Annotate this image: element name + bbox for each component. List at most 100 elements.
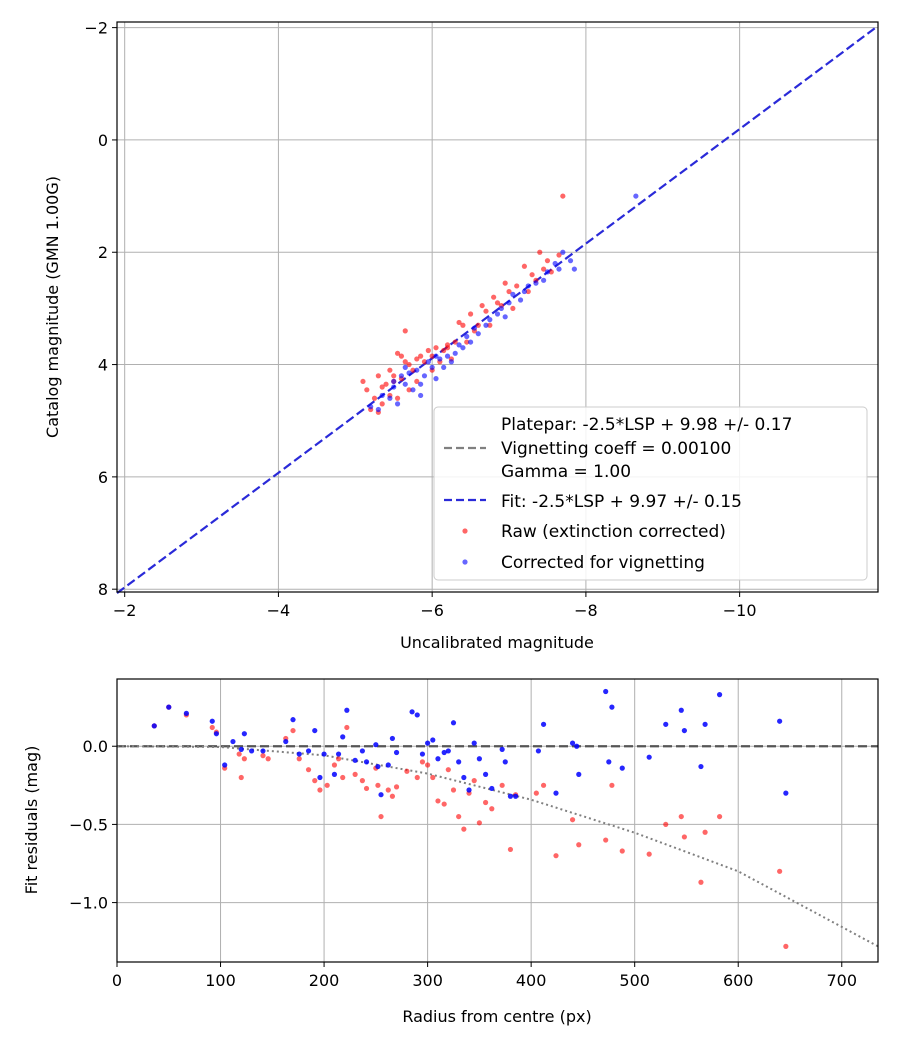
bottom-ticks: 0 100 200 300 400 500 600 700 0.0 −0.5 −1.0 [69,737,857,990]
residual-corrected-point [445,748,451,754]
raw-point [371,395,378,401]
raw-point [410,367,416,373]
raw-point [406,361,412,368]
residual-raw-point [476,820,482,826]
residual-corrected-point [502,759,508,765]
raw-point [541,266,547,272]
residual-corrected-point [466,787,472,793]
top-y-tick-label: 4 [98,356,108,375]
corrected-point [410,387,416,393]
bottom-x-tick-label: 700 [826,971,857,990]
residual-corrected-point [482,771,489,777]
corrected-point [460,345,466,351]
residual-raw-point [389,793,396,799]
residual-corrected-point [553,790,559,796]
bottom-x-tick-label: 400 [516,971,547,990]
raw-point [475,322,481,328]
raw-point [360,378,366,385]
residual-raw-point [646,851,652,857]
corrected-point [506,300,512,306]
corrected-point [541,277,547,283]
residual-corrected-point [260,748,266,754]
bottom-x-tick-label: 600 [723,971,754,990]
bottom-y-tick-label: −1.0 [69,894,108,913]
top-ticks: −2 −4 −6 −8 −10 −2 0 2 4 6 8 [84,19,756,620]
corrected-point [483,322,489,328]
residual-corrected-point [385,762,391,768]
raw-point [506,288,512,295]
corrected-point [560,249,566,255]
residual-raw-point [363,785,370,792]
legend-vignetting-label: Vignetting coeff = 0.00100 [501,439,731,459]
residual-raw-point [375,782,381,788]
raw-point [425,347,431,354]
calibration-plot: −2 −4 −6 −8 −10 −2 0 2 4 6 8 Uncalibrated magnitud… [43,19,879,652]
raw-point [364,387,370,393]
vignetting-curve [116,745,879,948]
residual-raw-point [331,762,338,768]
residual-corrected-point [166,704,172,710]
residual-raw-point [461,826,467,832]
residual-raw-point [540,782,547,788]
residual-corrected-point [305,748,312,754]
residual-corrected-point [213,731,219,737]
raw-point [402,328,408,334]
corrected-point [571,266,577,272]
residual-raw-point [603,837,609,843]
residual-corrected-point [363,759,370,765]
corrected-point [525,283,531,289]
residual-raw-point [783,943,789,949]
legend-gamma-label: Gamma = 1.00 [501,462,631,482]
residual-raw-point [533,790,539,796]
top-y-tick-label: 8 [98,580,108,599]
residual-raw-point [340,774,346,781]
residual-raw-point [359,778,365,784]
residual-corrected-point [569,740,576,746]
corrected-point [633,193,639,199]
residual-raw-point [378,813,384,820]
corrected-point [429,364,435,370]
raw-point [467,311,474,317]
raw-point [391,373,397,379]
top-x-tick-label: −6 [420,601,444,620]
residual-raw-point [236,751,242,757]
residual-raw-point [678,813,684,820]
top-corrected-points [368,193,639,413]
raw-point [464,339,470,345]
corrected-point [517,297,524,303]
raw-point [394,395,401,401]
residual-raw-point [456,813,462,820]
residual-raw-point [335,756,342,762]
bottom-raw-points [151,704,789,949]
residual-raw-point [702,829,708,835]
legend: Platepar: -2.5*LSP + 9.98 +/- 0.17 Vigne… [433,406,868,581]
residual-corrected-point [663,721,669,727]
raw-point [460,322,466,328]
residual-corrected-point [489,785,495,792]
corrected-point [391,378,397,385]
raw-point [514,283,520,289]
raw-point [421,359,428,365]
residual-corrected-point [574,743,580,749]
residual-corrected-point [471,740,477,746]
raw-point [483,308,489,314]
legend-corrected-label: Corrected for vignetting [501,553,705,573]
bottom-y-axis-label: Fit residuals (mag) [22,746,41,895]
residual-corrected-point [414,712,420,718]
residual-corrected-point [248,748,255,754]
corrected-point [418,381,424,387]
residual-corrected-point [425,740,431,746]
residual-raw-point [441,801,447,807]
raw-point [537,249,543,255]
corrected-point [398,373,405,379]
residual-raw-point [716,813,723,820]
residual-corrected-point [209,718,215,724]
raw-point [487,322,493,328]
bottom-corrected-points [151,688,789,799]
top-axes-frame [116,21,879,593]
residual-corrected-point [456,759,462,765]
residual-corrected-point [378,792,384,798]
residual-corrected-point [296,751,302,757]
raw-point [387,367,393,373]
residual-corrected-point [606,759,612,765]
